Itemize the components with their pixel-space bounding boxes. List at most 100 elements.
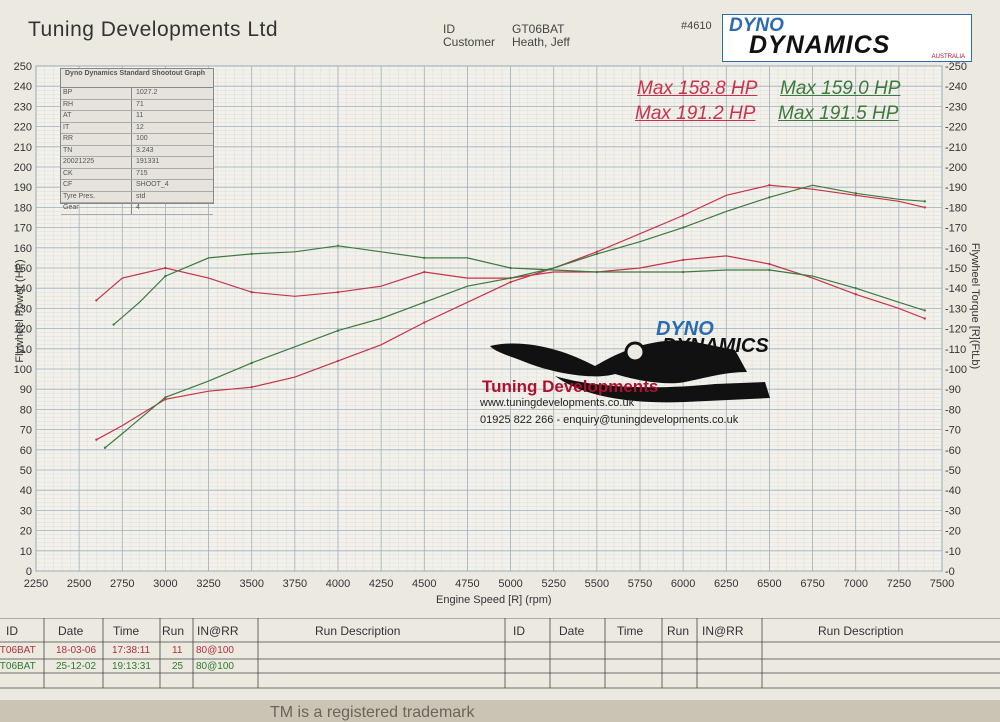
info-key: 20021225	[61, 157, 132, 168]
runs-header: Run	[162, 624, 185, 638]
y-tick-label-right: -190	[945, 182, 967, 194]
y-tick-label: 170	[14, 223, 32, 235]
series-point-red-torque	[854, 293, 857, 296]
series-point-green-torque	[923, 309, 926, 312]
x-tick-label: 2500	[67, 578, 91, 590]
info-table-row: RR 100	[61, 134, 213, 146]
info-value: 3.243	[136, 146, 154, 154]
watermark-company: Tuning Developments	[482, 377, 659, 396]
runs-cell-run: 11	[172, 645, 183, 656]
y-axis-title-right: Flywheel Torque [R](FtLb)	[969, 242, 981, 370]
runs-table-grid	[0, 618, 1000, 689]
series-point-green-torque	[509, 266, 512, 270]
footer-trademark: TM is a registered trademark	[270, 704, 475, 721]
x-tick-label: 3750	[283, 578, 307, 590]
x-tick-label: 3250	[196, 578, 220, 590]
x-tick-label: 5500	[585, 578, 609, 590]
y-tick-label-right: -150	[945, 263, 967, 275]
customer-label: Customer	[443, 35, 496, 49]
series-point-red-torque	[336, 291, 340, 294]
runs-header: Time	[617, 624, 644, 638]
runs-header: Date	[58, 624, 84, 638]
y-tick-label-right: -230	[945, 101, 967, 113]
series-point-green-power	[595, 252, 599, 256]
y-tick-label: 180	[14, 202, 32, 214]
series-point-red-power	[95, 438, 98, 441]
series-point-green-torque	[768, 268, 771, 272]
y-tick-label-right: -100	[945, 364, 967, 376]
info-table-row: TN 3.243	[61, 145, 213, 157]
info-value: 4	[136, 204, 140, 211]
id-value: GT06BAT	[512, 22, 565, 36]
series-point-green-torque	[112, 323, 115, 326]
y-tick-label-right: -110	[945, 344, 966, 356]
y-tick-label: 150	[14, 263, 32, 275]
runs-header: IN@RR	[702, 624, 744, 638]
y-tick-label-right: -40	[945, 485, 961, 497]
series-point-green-torque	[423, 256, 426, 260]
info-key: TN	[61, 145, 132, 156]
series-point-green-torque	[336, 244, 340, 247]
watermark-dyno: DYNO	[656, 318, 714, 340]
y-tick-label: 200	[14, 162, 32, 174]
info-key: BP	[61, 88, 132, 99]
y-tick-label-right: -170	[945, 223, 967, 235]
x-tick-label: 6000	[671, 578, 695, 590]
series-point-red-power	[854, 194, 857, 197]
x-tick-label: 5250	[541, 578, 565, 590]
info-table-row: BP 1027.2	[61, 88, 213, 100]
series-point-red-torque	[768, 262, 771, 266]
x-tick-label: 7500	[930, 578, 954, 590]
series-point-red-power	[768, 183, 771, 187]
info-table-title: Dyno Dynamics Standard Shootout Graph	[61, 69, 213, 88]
runs-cell-inrr: 80@100	[196, 661, 234, 672]
info-value: 191331	[136, 158, 160, 165]
id-label: ID	[443, 22, 455, 36]
x-tick-label: 2250	[24, 578, 48, 590]
y-tick-label-right: -50	[945, 465, 961, 477]
y-tick-label: 60	[20, 445, 32, 457]
y-tick-label-right: -210	[945, 142, 967, 154]
info-key: Tyre Pres.	[61, 191, 132, 202]
logo-word-dyno: DYNO	[729, 15, 784, 36]
y-tick-label-right: -130	[945, 303, 967, 315]
runs-cell-date: 25-12-02	[56, 661, 97, 672]
x-tick-label: 5000	[498, 578, 522, 590]
info-value: 715	[136, 169, 148, 177]
runs-header: ID	[6, 624, 18, 638]
series-point-green-torque	[854, 287, 857, 290]
runs-table: ID Date Time Run IN@RR Run Description ID Date T…	[0, 618, 1000, 700]
y-tick-label-right: -10	[945, 546, 961, 558]
series-point-red-power	[423, 321, 426, 324]
y-tick-label: 240	[14, 81, 32, 93]
series-point-red-power	[509, 280, 512, 284]
y-tick-label: 130	[14, 303, 32, 315]
y-axis-title-left: Flywheel Power (HP)	[14, 259, 26, 363]
series-point-red-power	[595, 250, 599, 254]
x-tick-label: 4500	[412, 578, 436, 590]
x-tick-label: 6250	[714, 578, 738, 590]
y-tick-label-right: -70	[945, 425, 961, 437]
info-value: 11	[136, 112, 144, 119]
logo-word-dynamics: DYNAMICS	[749, 31, 891, 59]
y-tick-label-right: -240	[945, 81, 967, 93]
y-tick-label-right: -20	[945, 526, 961, 538]
series-point-red-torque	[423, 270, 426, 274]
y-tick-label-right: -120	[945, 324, 967, 336]
info-key: AT	[61, 111, 132, 122]
series-point-green-power	[336, 329, 340, 332]
y-tick-label: 20	[20, 526, 32, 538]
y-tick-label: 160	[14, 243, 32, 255]
x-tick-label: 3500	[239, 578, 263, 590]
y-tick-label-right: -200	[945, 162, 967, 174]
dyno-dynamics-logo: DYNO DYNAMICS AUSTRALIA	[722, 14, 972, 62]
runs-header: Run Description	[818, 624, 904, 638]
dyno-sheet: Tuning Developments Ltd ID GT06BAT Custo…	[0, 0, 1000, 700]
logo-sub: AUSTRALIA	[931, 54, 965, 60]
info-table: Dyno Dynamics Standard Shootout Graph BP…	[60, 68, 214, 215]
runs-header: ID	[513, 624, 525, 638]
series-point-green-torque	[250, 252, 253, 256]
y-tick-label-right: -140	[945, 283, 967, 295]
info-value: SHOOT_4	[136, 181, 169, 188]
info-table-row: RH 71	[61, 99, 213, 111]
